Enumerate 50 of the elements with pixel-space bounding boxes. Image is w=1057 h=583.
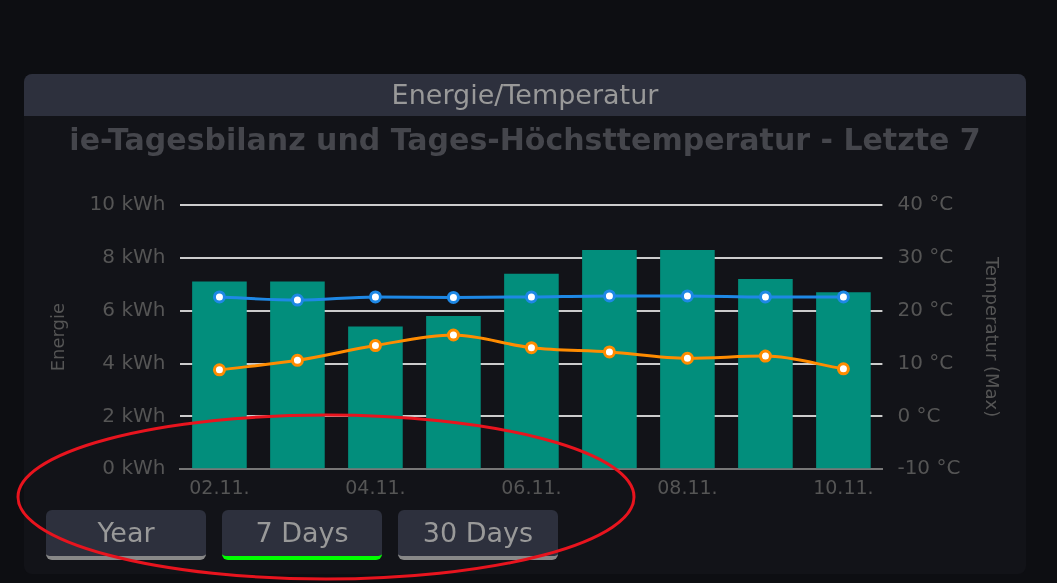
- point: [758, 290, 772, 304]
- point: [836, 290, 850, 304]
- bar: [504, 273, 559, 469]
- bar: [348, 326, 403, 469]
- bar: [660, 249, 715, 469]
- text: 30 Days: [398, 510, 558, 560]
- y2-tick-label: 0 °C: [897, 402, 941, 427]
- x-tick-label: 04.11.: [345, 475, 406, 498]
- point: [446, 328, 460, 342]
- point: [212, 290, 226, 304]
- y-tick-label: 6 kWh: [102, 296, 166, 321]
- bar: [582, 249, 637, 469]
- point: [680, 351, 694, 365]
- y-tick-label: 4 kWh: [102, 349, 166, 374]
- bar: [192, 281, 247, 469]
- x-tick-label: 02.11.: [189, 475, 250, 498]
- point: [602, 289, 616, 303]
- bar: [270, 281, 325, 469]
- y2-tick-label: 20 °C: [897, 296, 954, 321]
- y-tick-label: 8 kWh: [102, 244, 166, 269]
- y2-tick-label: 10 °C: [897, 349, 954, 374]
- point: [212, 363, 226, 377]
- text: 7 Days: [222, 510, 382, 560]
- y-tick-label: 10 kWh: [89, 191, 166, 216]
- point: [602, 345, 616, 359]
- y2-tick-label: 30 °C: [897, 244, 954, 269]
- y-tick-label: 0 kWh: [102, 455, 166, 480]
- point: [680, 289, 694, 303]
- point: [446, 290, 460, 304]
- x-tick-label: 08.11.: [657, 475, 718, 498]
- chart-title: Energie/Temperatur: [24, 74, 1026, 116]
- bar: [426, 315, 481, 469]
- point: [524, 290, 538, 304]
- y2-tick-label: 40 °C: [897, 191, 954, 216]
- point: [524, 341, 538, 355]
- x-tick-label: 10.11.: [813, 475, 874, 498]
- y-tick-label: 2 kWh: [102, 402, 166, 427]
- bar: [738, 278, 793, 469]
- text: Year: [46, 510, 206, 560]
- point: [290, 353, 304, 367]
- point: [836, 362, 850, 376]
- y2-axis-title: Temperatur (Max): [981, 255, 1003, 418]
- point: [368, 339, 382, 353]
- y-axis-title: Energie: [47, 302, 69, 372]
- bar: [816, 292, 871, 469]
- point: [290, 293, 304, 307]
- point: [758, 349, 772, 363]
- x-tick-label: 06.11.: [501, 475, 562, 498]
- y2-tick-label: -10 °C: [897, 455, 961, 480]
- point: [368, 290, 382, 304]
